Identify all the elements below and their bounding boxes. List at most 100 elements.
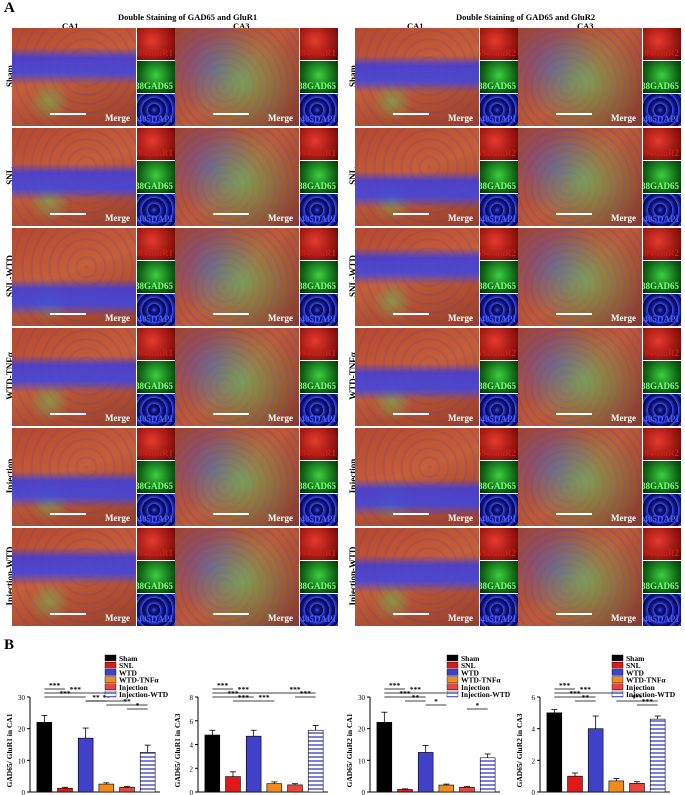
channel-label: 488GAD65 (480, 480, 516, 491)
legend-swatch (104, 676, 117, 683)
y-axis-label: GAD65/ GluR2 in CA1 (345, 713, 354, 787)
bar-injection-wtd (139, 752, 156, 793)
merge-image-ca3-snl-wtd: Merge (518, 228, 642, 326)
bar-wtd-tnf- (98, 783, 115, 793)
green-channel-tile-ca3-injection: 488GAD65 (643, 461, 681, 493)
channel-label: 405DAPI (643, 313, 680, 324)
channel-label: 594GluR1 (137, 247, 173, 258)
bar-injection-wtd (649, 718, 666, 793)
red-channel-tile-ca3-wtd-tnf: 594GluR2 (643, 328, 681, 360)
significance-marker: *** (289, 685, 301, 694)
y-tick-label: 20 (18, 726, 26, 734)
channel-label: 488GAD65 (137, 280, 173, 291)
y-tick-label: 4 (532, 726, 536, 734)
red-channel-tile-ca1-snl-wtd: 594GluR2 (480, 228, 518, 260)
bar-snl (57, 787, 73, 793)
channel-label: 488GAD65 (300, 480, 336, 491)
merge-image-ca1-injection: Merge (355, 428, 479, 526)
blue-channel-tile-ca1-snl: 405DAPI (480, 194, 518, 226)
significance-marker: ** (412, 693, 420, 702)
merge-label: Merge (268, 413, 293, 423)
red-channel-tile-ca1-injection: 594GluR2 (480, 428, 518, 460)
scale-bar (393, 513, 429, 515)
scale-bar (213, 413, 249, 415)
y-axis-label: GAD65/ GluR1 in CA3 (173, 713, 182, 787)
legend-label: Injection-WTD (461, 690, 511, 699)
legend-swatch (611, 676, 624, 683)
blue-channel-tile-ca3-injection: 405DAPI (643, 494, 681, 526)
scale-bar (213, 313, 249, 315)
blue-channel-tile-ca1-sham: 405DAPI (137, 94, 175, 126)
merge-image-ca3-injection: Merge (175, 428, 299, 526)
legend-label: WTD-TNFα (626, 676, 666, 685)
y-tick-label: 2 (190, 765, 194, 773)
merge-image-ca3-injection-wtd: Merge (175, 528, 299, 626)
channel-label: 594GluR2 (480, 47, 516, 58)
green-channel-tile-ca3-injection-wtd: 488GAD65 (643, 561, 681, 593)
merge-label: Merge (105, 213, 130, 223)
scale-bar (393, 113, 429, 115)
significance-marker: *** (70, 685, 82, 694)
green-channel-tile-ca3-wtd-tnf: 488GAD65 (643, 361, 681, 393)
significance-marker: ** (103, 693, 111, 702)
red-channel-tile-ca1-injection-wtd: 594GluR1 (137, 528, 175, 560)
green-channel-tile-ca1-sham: 488GAD65 (137, 61, 175, 93)
channel-label: 405DAPI (643, 413, 680, 424)
y-tick-label: 6 (190, 718, 194, 726)
significance-marker: * (434, 697, 438, 706)
red-channel-tile-ca1-snl: 594GluR2 (480, 128, 518, 160)
channel-label: 488GAD65 (300, 580, 336, 591)
legend-label: WTD (119, 668, 138, 677)
channel-label: 405DAPI (137, 213, 174, 224)
red-channel-tile-ca3-injection: 594GluR1 (300, 428, 338, 460)
channel-label: 405DAPI (137, 513, 174, 524)
blue-channel-tile-ca3-wtd-tnf: 405DAPI (300, 394, 338, 426)
red-channel-tile-ca3-snl: 594GluR2 (643, 128, 681, 160)
channel-label: 594GluR1 (137, 347, 173, 358)
scale-bar (50, 513, 86, 515)
group-title-glur1: Double Staining of GAD65 and GluR1 (118, 12, 258, 22)
panel-b-letter: B (4, 637, 15, 653)
legend-label: WTD (461, 668, 480, 677)
merge-image-ca3-wtd-tnf: Merge (175, 328, 299, 426)
channel-label: 488GAD65 (480, 380, 516, 391)
merge-label: Merge (105, 113, 130, 123)
merge-label: Merge (448, 513, 473, 523)
channel-label: 594GluR2 (480, 247, 516, 258)
channel-label: 594GluR2 (480, 347, 516, 358)
significance-marker: *** (300, 689, 312, 698)
legend-label: Injection (461, 683, 491, 692)
significance-marker: ** (92, 693, 100, 702)
merge-label: Merge (611, 313, 636, 323)
channel-label: 488GAD65 (643, 180, 679, 191)
channel-label: 594GluR1 (300, 347, 336, 358)
channel-label: 405DAPI (300, 313, 337, 324)
significance-marker: ** (582, 693, 590, 702)
significance-marker: ** (123, 697, 131, 706)
significance-marker: *** (631, 693, 643, 702)
bar-sham (376, 722, 393, 793)
y-tick-label: 0 (22, 789, 26, 795)
significance-marker: *** (389, 681, 401, 690)
bar-injection-wtd (307, 729, 324, 793)
bar-snl (397, 789, 413, 793)
channel-label: 594GluR2 (643, 147, 679, 158)
green-channel-tile-ca3-sham: 488GAD65 (300, 61, 338, 93)
bar-sham (36, 722, 53, 793)
channel-label: 594GluR1 (300, 47, 336, 58)
legend-label: WTD-TNFα (119, 676, 159, 685)
channel-label: 405DAPI (480, 213, 517, 224)
merge-label: Merge (611, 213, 636, 223)
channel-label: 488GAD65 (137, 180, 173, 191)
red-channel-tile-ca1-sham: 594GluR1 (137, 28, 175, 60)
merge-image-ca1-wtd-tnf: Merge (12, 328, 136, 426)
channel-label: 405DAPI (137, 113, 174, 124)
scale-bar (213, 613, 249, 615)
merge-image-ca1-sham: Merge (355, 28, 479, 126)
channel-label: 594GluR1 (137, 547, 173, 558)
blue-channel-tile-ca3-snl-wtd: 405DAPI (300, 294, 338, 326)
channel-label: 488GAD65 (643, 80, 679, 91)
channel-label: 488GAD65 (480, 80, 516, 91)
scale-bar (556, 213, 592, 215)
blue-channel-tile-ca1-snl-wtd: 405DAPI (480, 294, 518, 326)
